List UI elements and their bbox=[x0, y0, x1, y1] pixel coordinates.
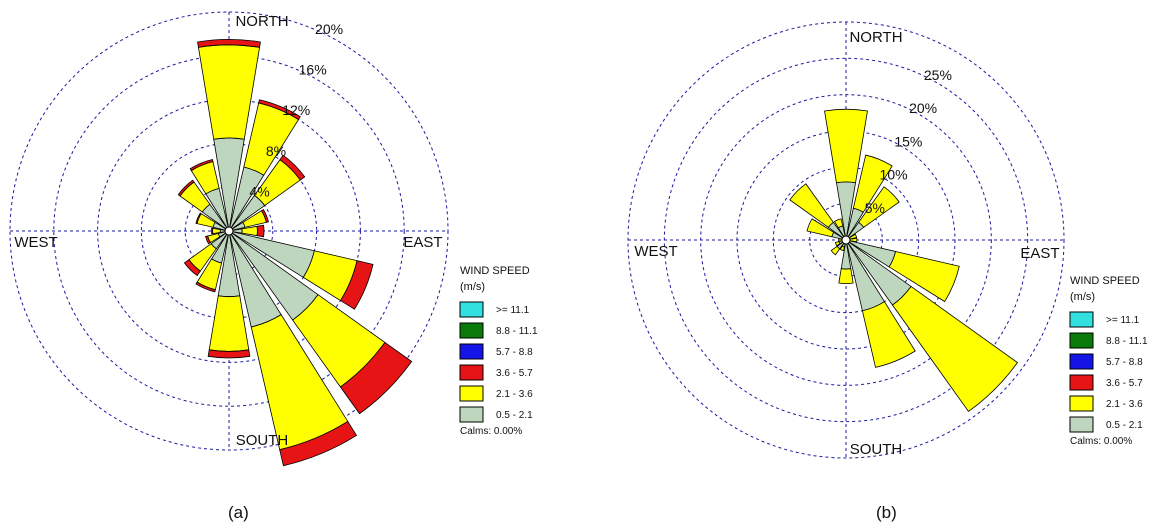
petal-se bbox=[339, 341, 413, 415]
legend-swatch bbox=[1069, 311, 1094, 328]
legend-swatch bbox=[1069, 374, 1094, 391]
legend-title: WIND SPEED bbox=[460, 265, 530, 277]
legend-label: 3.6 - 5.7 bbox=[1106, 378, 1143, 389]
legend-swatch bbox=[459, 406, 484, 423]
legend-swatch bbox=[459, 343, 484, 360]
petal-ssw bbox=[839, 245, 845, 252]
legend-label: 0.5 - 2.1 bbox=[496, 410, 533, 421]
petal-sw bbox=[830, 245, 841, 256]
petal-wsw bbox=[834, 241, 841, 247]
legend-label: 0.5 - 2.1 bbox=[1106, 420, 1143, 431]
legend-swatch bbox=[459, 301, 484, 318]
petal-nne bbox=[258, 99, 301, 121]
wind-rose-panel-a: 4% 8% 12% 16% 20% NORTH EAST SOUTH WEST WIND SPEE… bbox=[9, 11, 538, 467]
legend-calms: Calms: 0.00% bbox=[460, 426, 522, 437]
radial-tick-label: 25% bbox=[924, 67, 952, 83]
calm-circle bbox=[224, 226, 234, 236]
radial-tick-label: 16% bbox=[299, 62, 327, 78]
petal-nnw bbox=[189, 159, 214, 172]
radial-tick-label: 5% bbox=[865, 200, 885, 216]
radial-tick-label: 12% bbox=[282, 102, 310, 118]
petal-nw bbox=[789, 183, 834, 228]
legend-label: 8.8 - 11.1 bbox=[496, 326, 538, 337]
petal-s bbox=[208, 295, 250, 352]
legend-swatch bbox=[1069, 332, 1094, 349]
legend-calms: Calms: 0.00% bbox=[1070, 436, 1132, 447]
legend-swatch bbox=[459, 322, 484, 339]
petal-ese bbox=[339, 260, 374, 310]
legend: WIND SPEED (m/s) >= 11.1 8.8 - 11.1 5.7 - 8.… bbox=[459, 265, 538, 437]
radial-tick-label: 15% bbox=[894, 133, 922, 149]
radial-tick-label: 10% bbox=[880, 167, 908, 183]
compass-label-south: SOUTH bbox=[236, 432, 289, 449]
legend-label: 3.6 - 5.7 bbox=[496, 368, 533, 379]
grid-circle bbox=[9, 11, 449, 451]
compass-label-south: SOUTH bbox=[850, 441, 903, 458]
petal-w bbox=[211, 227, 214, 235]
wind-rose-panel-b: 5% 10% 15% 20% 25% NORTH EAST SOUTH WEST WIND SPE… bbox=[627, 21, 1148, 459]
legend-label: 5.7 - 8.8 bbox=[496, 347, 533, 358]
radial-tick-label: 20% bbox=[315, 21, 343, 37]
petal-n bbox=[824, 108, 868, 184]
petal-s bbox=[838, 268, 854, 284]
legend-label: 2.1 - 3.6 bbox=[496, 389, 533, 400]
radial-tick-label: 20% bbox=[909, 100, 937, 116]
legend-title: WIND SPEED bbox=[1070, 275, 1140, 287]
legend-label: 8.8 - 11.1 bbox=[1106, 336, 1148, 347]
petal-n bbox=[197, 44, 261, 140]
petal-wnw bbox=[806, 218, 835, 238]
compass-label-east: EAST bbox=[403, 234, 442, 251]
petal-sse bbox=[861, 301, 916, 368]
petal-n bbox=[197, 38, 261, 48]
petal-sw bbox=[183, 259, 201, 277]
petal-se bbox=[891, 285, 1019, 413]
grid-circle bbox=[53, 55, 405, 407]
legend-units: (m/s) bbox=[1070, 291, 1095, 303]
petal-nne bbox=[852, 154, 893, 213]
radial-tick-label: 4% bbox=[249, 183, 269, 199]
legend-swatch bbox=[459, 385, 484, 402]
caption-a: (a) bbox=[228, 503, 249, 522]
compass-label-west: WEST bbox=[14, 234, 57, 251]
radial-tick-label: 8% bbox=[266, 143, 286, 159]
petal-ssw bbox=[195, 281, 216, 293]
petal-ne bbox=[858, 186, 900, 228]
petal-nw bbox=[177, 179, 195, 197]
legend-label: >= 11.1 bbox=[496, 305, 530, 316]
petal-nnw bbox=[833, 218, 844, 229]
petal-ene bbox=[260, 209, 269, 223]
petal-sse bbox=[279, 420, 358, 467]
legend-swatch bbox=[1069, 395, 1094, 412]
petal-wsw bbox=[205, 235, 211, 245]
legend-swatch bbox=[1069, 416, 1094, 433]
petal-ese bbox=[888, 251, 960, 303]
legend-label: 5.7 - 8.8 bbox=[1106, 357, 1143, 368]
legend-swatch bbox=[1069, 353, 1094, 370]
petal-e bbox=[256, 224, 265, 238]
legend-label: >= 11.1 bbox=[1106, 315, 1140, 326]
petal-s bbox=[207, 349, 251, 359]
legend-swatch bbox=[459, 364, 484, 381]
legend: WIND SPEED (m/s) >= 11.1 8.8 - 11.1 5.7 - 8.… bbox=[1069, 275, 1148, 447]
compass-label-east: EAST bbox=[1020, 245, 1059, 262]
compass-label-west: WEST bbox=[634, 243, 677, 260]
compass-label-north: NORTH bbox=[235, 13, 288, 30]
legend-label: 2.1 - 3.6 bbox=[1106, 399, 1143, 410]
compass-label-north: NORTH bbox=[849, 29, 902, 46]
petal-wnw bbox=[195, 212, 202, 225]
legend-units: (m/s) bbox=[460, 281, 485, 293]
calm-circle bbox=[841, 235, 851, 245]
caption-b: (b) bbox=[876, 503, 897, 522]
petal-ne bbox=[279, 154, 306, 181]
